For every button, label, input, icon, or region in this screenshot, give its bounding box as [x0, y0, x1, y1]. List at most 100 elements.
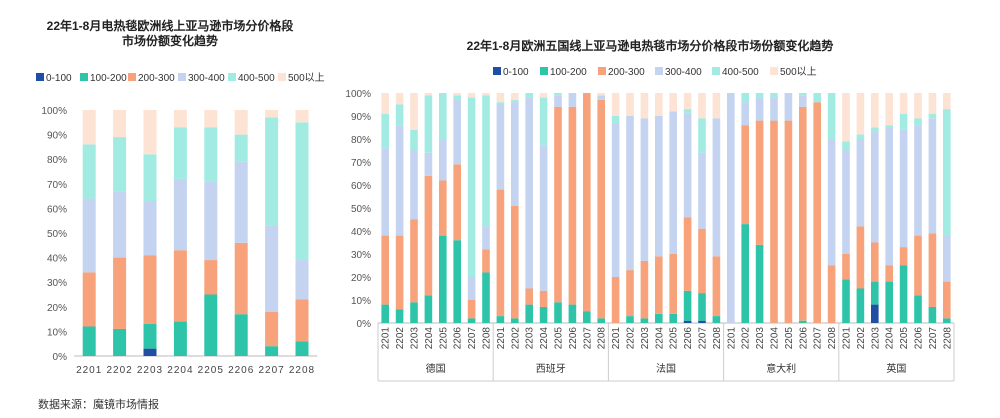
chart2-bar-segment	[856, 139, 865, 227]
chart2-bar-segment	[871, 304, 879, 323]
chart1-bar-segment	[265, 311, 279, 347]
chart2-x-tick: 2206	[568, 327, 579, 350]
chart2-bar-segment	[525, 288, 533, 305]
chart1-bar-segment	[204, 294, 218, 356]
chart1-bar-segment	[82, 198, 96, 273]
chart2-bar-segment	[568, 93, 577, 107]
chart2-x-tick: 2205	[784, 327, 795, 350]
chart1-legend-label: 300-400	[188, 73, 225, 84]
chart1-bar-segment	[265, 225, 279, 312]
chart2-bar-segment	[885, 127, 893, 266]
chart2-bar-segment	[496, 104, 505, 190]
chart2-x-tick: 2201	[726, 327, 737, 350]
chart2-bar-segment	[842, 279, 850, 323]
chart2-bar-segment	[568, 106, 577, 305]
chart2-bar-segment	[410, 93, 418, 130]
chart2-legend-label: 0-100	[503, 67, 529, 78]
chart1-title-line: 市场份额变化趋势	[122, 33, 218, 48]
chart2-bar-segment	[914, 125, 922, 236]
chart1-bar-segment	[295, 299, 309, 342]
chart2-bar-segment	[554, 302, 562, 323]
chart2-bar-segment	[453, 93, 461, 96]
chart2-y-tick: 30%	[351, 250, 371, 261]
chart2-bar-segment	[568, 304, 577, 323]
chart2-bar-segment	[496, 102, 505, 105]
chart2-bar-segment	[914, 118, 922, 126]
chart2-bar-segment	[511, 205, 519, 319]
chart2-bar-segment	[640, 260, 649, 319]
chart2-bar-segment	[539, 306, 548, 323]
chart2-bar-segment	[482, 95, 490, 227]
chart2-x-tick: 2201	[381, 327, 392, 350]
chart2-bar-segment	[467, 300, 476, 319]
chart2-bar-segment	[827, 139, 836, 266]
chart1-y-tick: 30%	[47, 278, 67, 289]
chart2-bar-segment	[626, 316, 634, 323]
chart2-bar-segment	[899, 265, 908, 323]
chart1-bar-segment	[234, 134, 248, 162]
chart2-x-tick: 2203	[410, 327, 421, 350]
chart1-x-tick: 2204	[167, 365, 193, 376]
chart1-bar-segment	[113, 137, 127, 192]
chart2-bar-segment	[698, 320, 706, 323]
chart1-bar-segment	[173, 127, 187, 179]
chart2-y-tick: 60%	[351, 181, 371, 192]
chart2-bar-segment	[669, 93, 677, 112]
chart2-bar-segment	[755, 93, 764, 98]
chart2-y-tick: 20%	[351, 273, 371, 284]
chart1-legend-swatch	[278, 73, 286, 81]
chart2-x-tick: 2202	[741, 327, 752, 350]
chart2-bar-segment	[842, 150, 850, 254]
chart2-x-tick: 2203	[870, 327, 881, 350]
chart1-bar-segment	[113, 328, 127, 356]
chart2-x-tick: 2207	[928, 327, 939, 350]
chart2-x-tick: 2201	[842, 327, 853, 350]
chart2-bar-segment	[928, 118, 937, 234]
chart2-x-tick: 2205	[899, 327, 910, 350]
chart2-bar-segment	[842, 141, 850, 151]
chart2-legend-swatch	[655, 67, 663, 75]
chart2-bar-segment	[467, 93, 476, 98]
chart2-bar-segment	[698, 152, 706, 229]
chart2-bar-segment	[856, 288, 865, 323]
chart1-legend-swatch	[178, 73, 186, 81]
chart2-bar-segment	[871, 93, 879, 128]
chart2-bar-segment	[655, 256, 663, 314]
chart2-bar-segment	[683, 320, 692, 323]
chart1-x-tick: 2206	[228, 365, 254, 376]
chart1-y-tick: 20%	[47, 303, 67, 314]
chart2-bar-segment	[885, 93, 893, 126]
chart1-bar-segment	[143, 255, 157, 325]
chart2-bar-segment	[640, 93, 649, 119]
chart1-bar-segment	[204, 260, 218, 295]
chart2-bar-segment	[410, 219, 418, 303]
chart2-bar-segment	[467, 318, 476, 323]
chart2-bar-segment	[424, 295, 433, 323]
chart1-legend-swatch	[128, 73, 136, 81]
chart2-bar-segment	[597, 95, 605, 100]
chart2-x-tick: 2203	[755, 327, 766, 350]
chart2-x-tick: 2206	[798, 327, 809, 350]
chart2-x-tick: 2202	[510, 327, 521, 350]
chart2-x-tick: 2204	[539, 327, 550, 350]
chart2-group-label: 意大利	[766, 362, 796, 375]
chart1-bar-segment	[113, 110, 127, 138]
chart2-bar-segment	[453, 95, 461, 100]
chart1-legend-label: 0-100	[46, 73, 72, 84]
chart2-bar-segment	[583, 311, 591, 323]
chart1-bar-segment	[143, 324, 157, 349]
chart1-legend-label: 200-300	[138, 73, 175, 84]
chart1-bar-segment	[265, 346, 279, 356]
chart2-y-tick: 70%	[351, 158, 371, 169]
chart2-bar-segment	[943, 109, 951, 236]
chart2-bar-segment	[683, 93, 692, 110]
chart2-bar-segment	[482, 226, 490, 250]
chart2-bar-segment	[395, 104, 404, 126]
chart2-bar-segment	[885, 125, 893, 128]
chart2-x-tick: 2204	[770, 327, 781, 350]
chart2-bar-segment	[511, 99, 519, 103]
chart2-bar-segment	[914, 93, 922, 119]
chart2-bar-segment	[511, 102, 519, 206]
chart1-bar-segment	[295, 341, 309, 356]
